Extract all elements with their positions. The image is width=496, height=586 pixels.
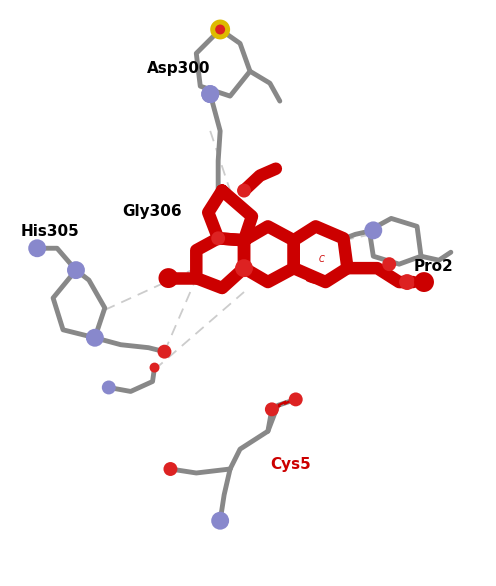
Circle shape [399, 274, 415, 290]
Circle shape [201, 85, 219, 103]
Circle shape [211, 231, 225, 246]
Text: Pro2: Pro2 [413, 259, 453, 274]
Text: Gly306: Gly306 [122, 204, 182, 219]
Circle shape [86, 329, 104, 347]
Circle shape [150, 363, 160, 373]
Text: C: C [318, 255, 324, 264]
Circle shape [159, 268, 179, 288]
Circle shape [201, 85, 219, 103]
Circle shape [67, 261, 85, 279]
Circle shape [265, 403, 279, 416]
Circle shape [164, 462, 178, 476]
Circle shape [382, 257, 396, 271]
Circle shape [235, 259, 253, 277]
Text: Asp300: Asp300 [147, 61, 210, 76]
Circle shape [289, 393, 303, 406]
Text: His305: His305 [21, 224, 80, 239]
Circle shape [414, 272, 434, 292]
Text: Cys5: Cys5 [270, 458, 311, 472]
Circle shape [28, 239, 46, 257]
Circle shape [210, 19, 230, 39]
Circle shape [102, 380, 116, 394]
Circle shape [237, 183, 251, 197]
Circle shape [215, 25, 225, 35]
Circle shape [211, 512, 229, 530]
Circle shape [365, 222, 382, 239]
Circle shape [158, 345, 172, 359]
